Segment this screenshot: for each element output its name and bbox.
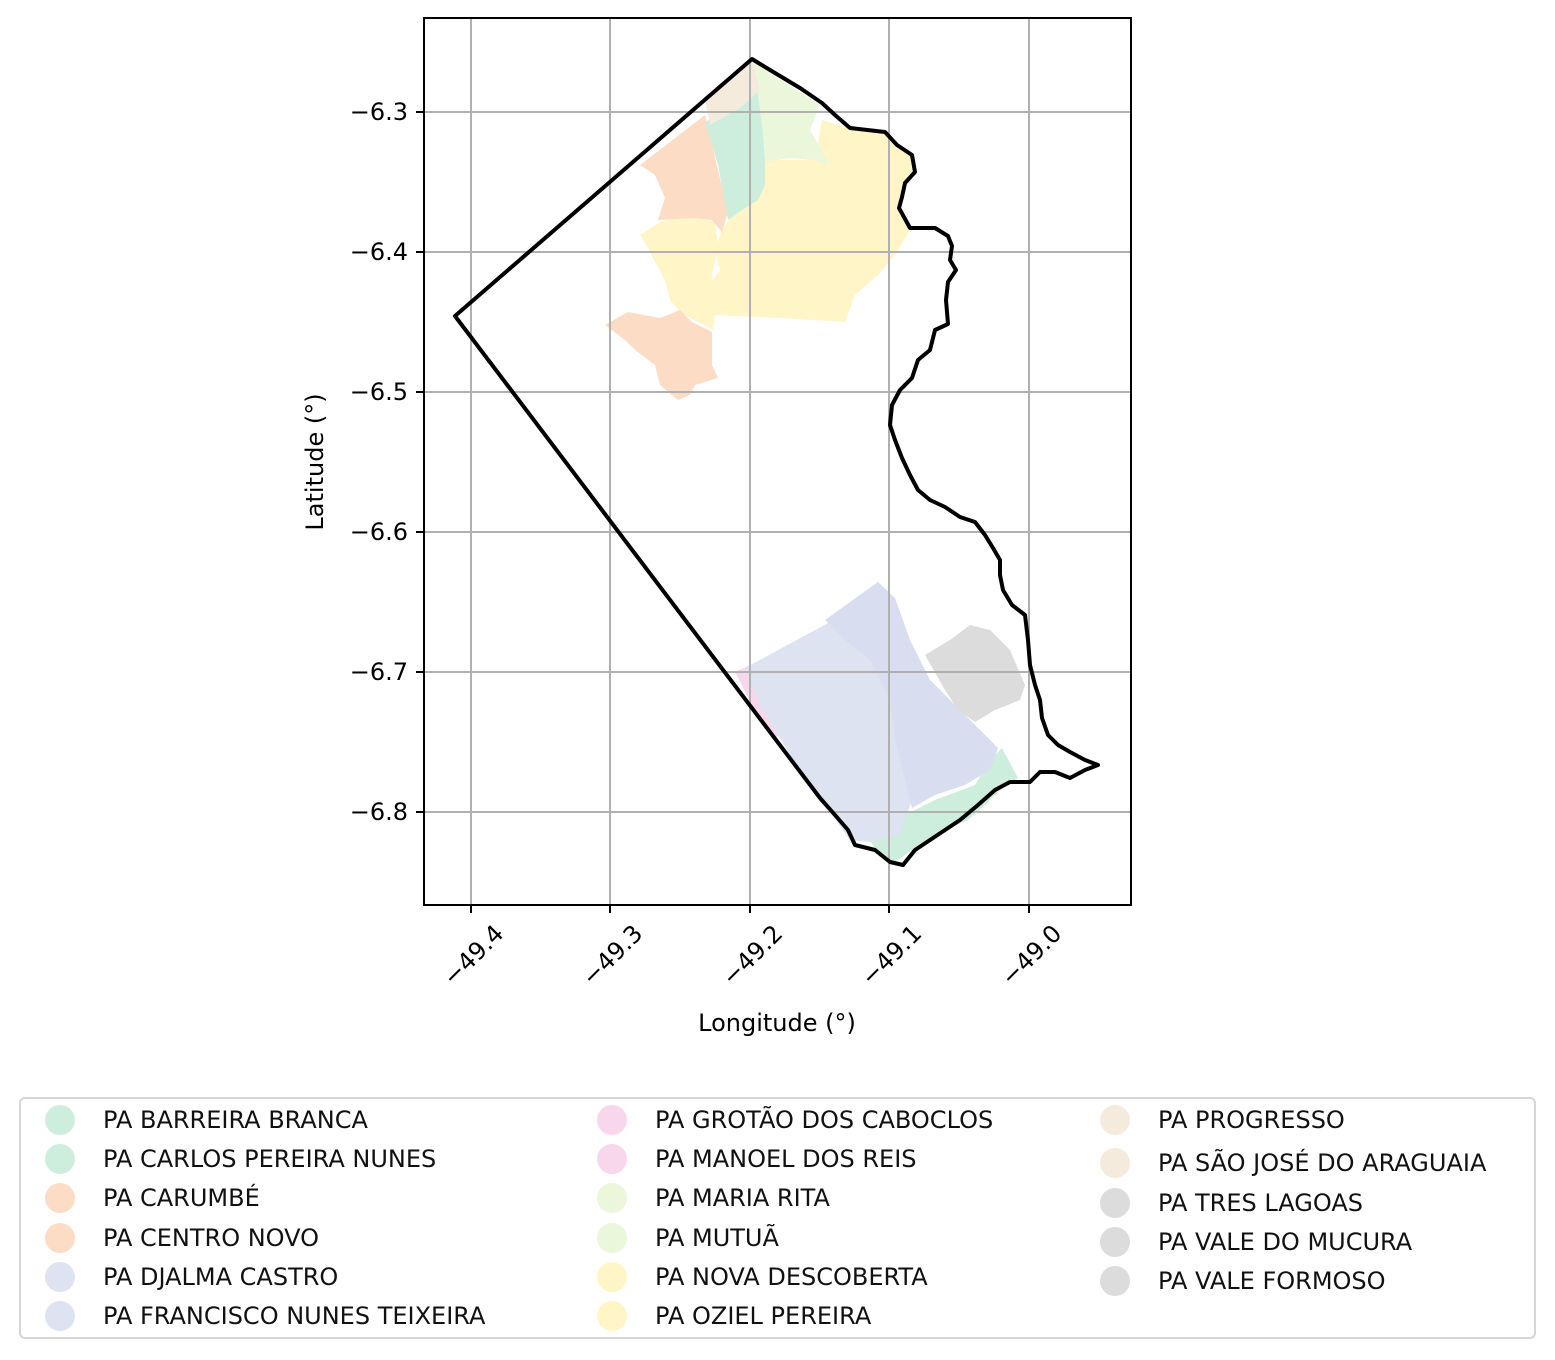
legend-label: PA NOVA DESCOBERTA xyxy=(655,1263,928,1291)
legend-item: PA VALE FORMOSO xyxy=(1100,1262,1386,1300)
y-axis-tick-labels: −6.3 −6.4 −6.5 −6.6 −6.7 −6.8 xyxy=(350,98,408,826)
legend-item: PA BARREIRA BRANCA xyxy=(45,1101,368,1139)
legend-item: PA CARLOS PEREIRA NUNES xyxy=(45,1140,436,1178)
settlement-regions xyxy=(605,60,1025,862)
legend: PA BARREIRA BRANCA PA CARLOS PEREIRA NUN… xyxy=(19,1097,1536,1339)
legend-item: PA PROGRESSO xyxy=(1100,1101,1345,1139)
legend-item: PA MANOEL DOS REIS xyxy=(597,1140,917,1178)
legend-item: PA TRES LAGOAS xyxy=(1100,1184,1363,1222)
legend-item: PA NOVA DESCOBERTA xyxy=(597,1258,928,1296)
legend-label: PA DJALMA CASTRO xyxy=(103,1263,339,1291)
legend-item: PA VALE DO MUCURA xyxy=(1100,1223,1412,1261)
legend-item: PA MARIA RITA xyxy=(597,1179,830,1217)
legend-marker xyxy=(597,1144,627,1174)
legend-label: PA GROTÃO DOS CABOCLOS xyxy=(655,1106,994,1134)
legend-marker xyxy=(1100,1148,1130,1178)
legend-marker xyxy=(45,1105,75,1135)
legend-marker xyxy=(597,1262,627,1292)
legend-item: PA CENTRO NOVO xyxy=(45,1219,319,1257)
region-nova-descoberta xyxy=(710,120,915,322)
x-axis-title: Longitude (°) xyxy=(698,1009,856,1037)
map-figure: −6.3 −6.4 −6.5 −6.6 −6.7 −6.8 −49.4 −49.… xyxy=(301,17,1132,1037)
region-carlos-pereira-nunes xyxy=(870,748,1018,862)
legend-item: PA FRANCISCO NUNES TEIXEIRA xyxy=(45,1297,485,1335)
x-tick-label: −49.4 xyxy=(437,919,509,991)
legend-label: PA PROGRESSO xyxy=(1158,1106,1345,1134)
legend-marker xyxy=(1100,1266,1130,1296)
legend-marker xyxy=(597,1301,627,1331)
legend-item: PA CARUMBÉ xyxy=(45,1179,260,1217)
y-tick-label: −6.7 xyxy=(350,658,408,686)
y-tick-label: −6.3 xyxy=(350,98,408,126)
y-tick-label: −6.5 xyxy=(350,378,408,406)
legend-label: PA VALE FORMOSO xyxy=(1158,1267,1386,1295)
legend-label: PA CARUMBÉ xyxy=(103,1184,260,1212)
legend-label: PA CARLOS PEREIRA NUNES xyxy=(103,1145,437,1173)
legend-label: PA MANOEL DOS REIS xyxy=(655,1145,917,1173)
y-tick-label: −6.6 xyxy=(350,518,408,546)
region-progresso xyxy=(705,60,760,125)
legend-label: PA BARREIRA BRANCA xyxy=(103,1106,368,1134)
x-tick-label: −49.0 xyxy=(995,919,1067,991)
region-tres-lagoas xyxy=(925,625,1025,722)
legend-item: PA MUTUÃ xyxy=(597,1219,779,1257)
x-tick-label: −49.2 xyxy=(716,919,788,991)
axes-frame xyxy=(423,17,1132,906)
legend-marker xyxy=(45,1183,75,1213)
municipality-boundary xyxy=(453,57,1100,867)
legend-marker xyxy=(45,1223,75,1253)
legend-label: PA CENTRO NOVO xyxy=(103,1224,320,1252)
legend-label: PA MUTUÃ xyxy=(655,1224,779,1252)
y-tick-label: −6.8 xyxy=(350,798,408,826)
legend-marker xyxy=(1100,1105,1130,1135)
region-centro-novo xyxy=(605,310,718,400)
legend-marker xyxy=(597,1183,627,1213)
legend-label: PA FRANCISCO NUNES TEIXEIRA xyxy=(103,1302,486,1330)
y-axis-ticks xyxy=(416,111,424,813)
legend-marker xyxy=(45,1301,75,1331)
y-axis-title: Latitude (°) xyxy=(301,393,329,530)
region-barreira-branca xyxy=(705,88,768,220)
y-tick-label: −6.4 xyxy=(350,238,408,266)
legend-label: PA OZIEL PEREIRA xyxy=(655,1302,872,1330)
region-carumbe xyxy=(640,115,728,232)
legend-item: PA OZIEL PEREIRA xyxy=(597,1297,871,1335)
legend-label: PA MARIA RITA xyxy=(655,1184,830,1212)
map-gridlines xyxy=(424,18,1131,905)
legend-item: PA DJALMA CASTRO xyxy=(45,1258,338,1296)
legend-marker xyxy=(45,1262,75,1292)
region-francisco-nunes-teixeira xyxy=(825,582,998,808)
legend-label: PA TRES LAGOAS xyxy=(1158,1189,1363,1217)
region-oziel-pereira xyxy=(640,215,718,330)
legend-marker xyxy=(597,1223,627,1253)
legend-item: PA SÃO JOSÉ DO ARAGUAIA xyxy=(1100,1144,1486,1182)
legend-marker xyxy=(597,1105,627,1135)
legend-marker xyxy=(1100,1227,1130,1257)
legend-label: PA VALE DO MUCURA xyxy=(1158,1228,1413,1256)
x-tick-label: −49.1 xyxy=(855,919,927,991)
x-tick-label: −49.3 xyxy=(576,919,648,991)
x-axis-ticks xyxy=(470,905,1030,913)
legend-marker xyxy=(1100,1188,1130,1218)
x-axis-tick-labels: −49.4 −49.3 −49.2 −49.1 −49.0 xyxy=(437,919,1067,991)
legend-marker xyxy=(45,1144,75,1174)
legend-item: PA GROTÃO DOS CABOCLOS xyxy=(597,1101,993,1139)
legend-label: PA SÃO JOSÉ DO ARAGUAIA xyxy=(1158,1149,1487,1177)
